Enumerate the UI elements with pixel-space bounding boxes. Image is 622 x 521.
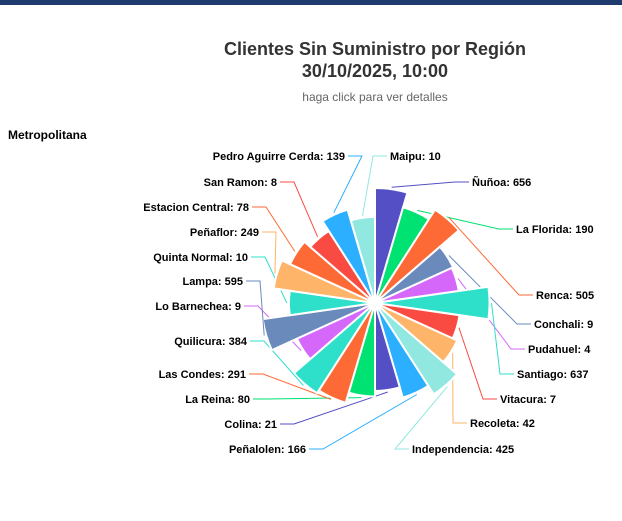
data-label: Pudahuel: 4 [528,344,591,356]
chart-title: Clientes Sin Suministro por Región 30/10… [130,38,620,82]
data-label: San Ramon: 8 [204,177,277,189]
data-label: Ñuñoa: 656 [472,176,531,189]
connector-line [253,397,362,400]
pie-slice-peñalolen[interactable] [374,302,430,399]
data-label: Pedro Aguirre Cerda: 139 [213,151,345,163]
connector-line [333,155,363,214]
data-label: Lampa: 595 [182,276,243,288]
connector-line [491,302,514,375]
data-label: Quinta Normal: 10 [153,252,248,264]
data-label: La Florida: 190 [516,224,594,236]
data-label: Las Condes: 291 [159,369,246,381]
data-label: Peñalolen: 166 [229,444,306,456]
connector-line [391,181,469,188]
data-label: Peñaflor: 249 [190,227,259,239]
data-label: Vitacura: 7 [500,394,556,406]
connector-line [250,340,304,386]
connector-line [309,394,418,450]
data-label: Estacion Central: 78 [143,202,249,214]
data-label: Conchali: 9 [534,319,593,331]
pie-slice-independencia[interactable] [374,302,459,396]
connector-line [246,280,265,336]
data-label: Lo Barnechea: 9 [155,301,241,313]
pie-slice-renca[interactable] [374,208,461,304]
data-label: Renca: 505 [536,290,594,302]
pie-slice-maipu[interactable] [349,215,376,304]
connector-line [252,206,296,252]
connector-line [452,352,467,424]
region-label: Metropolitana [8,128,87,142]
chart-subtitle: haga click para ver detalles [302,90,448,104]
connector-line [249,373,332,400]
connector-line [448,217,533,296]
data-label: La Reina: 80 [185,394,250,406]
connector-line [280,181,319,237]
connector-line [448,255,531,325]
data-label: Independencia: 425 [412,444,514,456]
pie-slice-quilicura[interactable] [292,302,376,395]
data-label: Colina: 21 [224,419,277,431]
connector-line [393,386,448,450]
data-label: Recoleta: 42 [470,418,535,430]
chart-title-line2: 30/10/2025, 10:00 [301,61,449,81]
connector-line [458,327,497,400]
pie-slice-pedro-aguirre-cerda[interactable] [321,208,376,304]
data-label: Quilicura: 384 [174,336,248,348]
data-label: Santiago: 637 [517,369,589,381]
pie-slice-conchali[interactable] [374,245,455,304]
connector-line [362,155,387,216]
data-label: Maipu: 10 [390,151,441,163]
connector-line [262,231,277,274]
top-bar [0,0,622,5]
chart-title-line1: Clientes Sin Suministro por Región [223,39,527,59]
connector-line [280,391,388,425]
pie-slice-estacion-central[interactable] [288,240,376,304]
pie-slice-santiago[interactable] [374,285,491,321]
